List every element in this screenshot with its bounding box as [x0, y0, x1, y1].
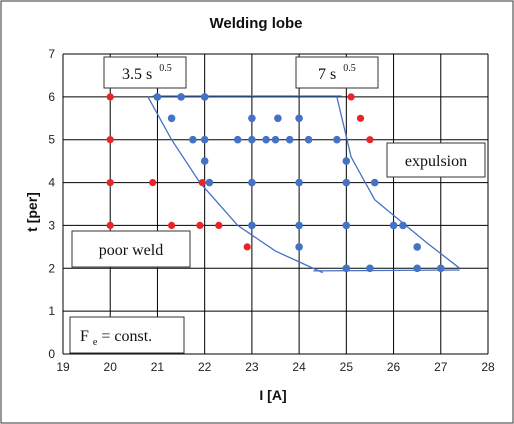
annotation-superscript: 0.5: [159, 63, 172, 74]
blue-data-point: [271, 135, 280, 144]
annotation-text: F e = const.: [80, 328, 152, 349]
annotation-left-time: 3.5 s 0.5: [103, 56, 187, 89]
annotation-subscript: e: [93, 337, 98, 348]
x-tick-label: 23: [245, 360, 259, 374]
blue-data-point: [342, 178, 351, 187]
x-tick-label: 21: [151, 360, 165, 374]
annotation-main: 7 s: [318, 66, 336, 83]
blue-data-point: [233, 135, 242, 144]
blue-data-point: [295, 114, 303, 123]
lobe-boundary-left: [147, 96, 323, 274]
blue-data-point: [413, 264, 422, 273]
y-tick-label: 5: [48, 133, 55, 147]
blue-data-point: [413, 243, 422, 251]
x-tick-label: 20: [104, 360, 118, 374]
y-tick-label: 4: [48, 176, 55, 190]
red-data-point: [215, 221, 223, 229]
blue-data-point: [153, 93, 162, 101]
red-data-point: [366, 136, 374, 144]
red-data-point: [106, 136, 114, 144]
annotation-force: F e = const.: [69, 316, 185, 354]
blue-data-point: [200, 93, 209, 101]
blue-data-point: [167, 114, 176, 123]
x-tick-label: 19: [56, 360, 70, 374]
data-points: [106, 93, 445, 273]
annotation-box: [69, 316, 185, 354]
y-tick-label: 1: [48, 304, 55, 318]
annotation-text: 7 s 0.5: [318, 63, 356, 83]
blue-data-point: [389, 221, 398, 230]
red-data-point: [347, 93, 355, 101]
x-tick-label: 27: [434, 360, 448, 374]
lobe-boundary-bottom: [313, 269, 460, 272]
blue-data-point: [205, 178, 214, 187]
grid: [62, 53, 489, 355]
blue-data-point: [285, 135, 294, 144]
x-axis-label: I [A]: [259, 387, 286, 403]
blue-data-point: [342, 264, 351, 273]
red-data-point: [168, 221, 176, 229]
annotation-superscript: 0.5: [343, 63, 356, 74]
annotation-box: [103, 56, 187, 89]
red-data-point: [196, 221, 204, 229]
blue-data-point: [262, 135, 270, 144]
red-data-point: [243, 243, 251, 251]
x-tick-label: 28: [481, 360, 495, 374]
y-axis-label: t [per]: [24, 192, 40, 232]
annotation-text: 3.5 s 0.5: [122, 63, 172, 83]
blue-data-point: [333, 135, 341, 144]
blue-data-point: [248, 135, 256, 144]
x-tick-label: 24: [292, 360, 306, 374]
red-data-point: [106, 179, 114, 187]
chart-title: Welding lobe: [209, 15, 302, 32]
y-tick-label: 2: [48, 261, 55, 275]
y-tick-label: 0: [48, 347, 55, 361]
blue-data-point: [366, 264, 374, 273]
annotation-main: 3.5 s: [122, 66, 152, 83]
annotation-right-time: 7 s 0.5: [295, 56, 379, 89]
blue-data-point: [177, 93, 185, 101]
lobe-boundary-right: [336, 96, 461, 269]
x-tick-label: 22: [198, 360, 212, 374]
blue-data-point: [437, 264, 445, 273]
annotation-poor-weld: poor weld: [71, 230, 191, 268]
blue-data-point: [248, 221, 256, 230]
blue-data-point: [295, 221, 303, 230]
red-data-point: [106, 93, 114, 101]
blue-data-point: [295, 178, 303, 187]
blue-data-point: [274, 114, 282, 123]
blue-data-point: [342, 221, 351, 230]
blue-data-point: [370, 178, 379, 187]
annotation-expulsion: expulsion: [386, 142, 486, 178]
blue-data-point: [248, 114, 256, 123]
blue-data-point: [342, 157, 351, 165]
y-tick-label: 6: [48, 90, 55, 104]
y-tick-labels: 0 1 2 3 4 5 6 7: [48, 47, 55, 361]
blue-data-point: [200, 157, 209, 165]
annotation-main: expulsion: [405, 153, 467, 170]
y-tick-label: 3: [48, 218, 55, 232]
blue-data-point: [200, 135, 209, 144]
annotation-box: [295, 56, 379, 89]
annotation-main: poor weld: [99, 242, 163, 259]
blue-data-point: [304, 135, 313, 144]
annotation-main: F: [80, 328, 89, 345]
red-data-point: [198, 179, 206, 187]
red-data-point: [356, 114, 365, 122]
x-tick-label: 26: [387, 360, 401, 374]
blue-data-point: [295, 243, 303, 251]
x-tick-label: 25: [340, 360, 354, 374]
annotation-rest: = const.: [101, 328, 152, 345]
red-data-point: [149, 179, 157, 187]
annotation-box: [71, 230, 191, 268]
blue-data-point: [248, 178, 256, 187]
annotation-box: [386, 142, 486, 178]
blue-data-point: [189, 135, 197, 144]
y-tick-label: 7: [48, 47, 55, 61]
blue-data-point: [399, 221, 407, 230]
red-data-point: [106, 221, 114, 229]
x-tick-labels: 19 20 21 22 23 24 25 26 27 28: [56, 360, 495, 374]
